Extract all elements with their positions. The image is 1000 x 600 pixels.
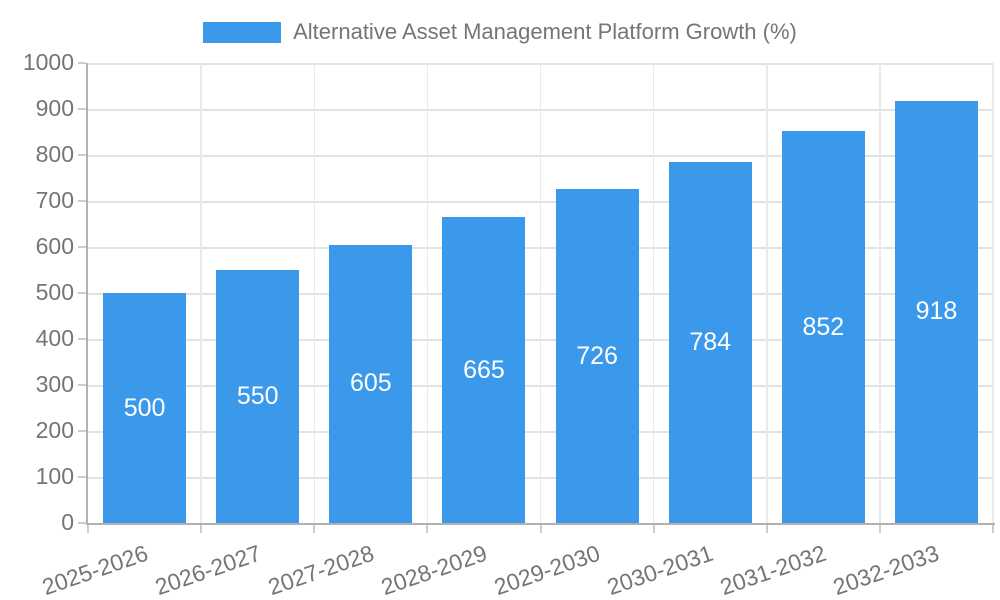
y-axis-tick <box>78 246 86 248</box>
x-gridline <box>200 63 202 523</box>
x-axis-label: 2030-2031 <box>603 539 717 600</box>
x-axis-tick <box>426 525 429 533</box>
x-axis-tick <box>539 525 542 533</box>
y-axis-label: 900 <box>35 94 74 121</box>
y-axis-tick <box>78 62 86 64</box>
x-axis-label: 2029-2030 <box>490 539 604 600</box>
y-axis-label: 500 <box>35 278 74 305</box>
y-axis-line <box>86 63 88 525</box>
y-axis-label: 200 <box>35 416 74 443</box>
x-axis-tick <box>652 525 655 533</box>
y-axis-label: 100 <box>35 462 74 489</box>
bar[interactable]: 665 <box>442 217 526 523</box>
x-axis-label: 2031-2032 <box>717 539 830 600</box>
x-axis-tick <box>992 525 994 533</box>
bar-value-label: 665 <box>463 355 505 384</box>
y-axis-tick <box>78 154 86 156</box>
x-gridline <box>313 63 315 523</box>
y-axis-label: 0 <box>61 508 74 535</box>
bar-value-label: 784 <box>689 328 732 357</box>
bar[interactable]: 918 <box>894 100 978 523</box>
y-axis-tick <box>78 430 86 432</box>
y-axis-label: 600 <box>35 232 74 259</box>
legend-swatch <box>203 21 282 43</box>
y-axis-tick <box>78 292 86 294</box>
bar-value-label: 726 <box>576 341 618 370</box>
x-axis-baseline <box>86 523 995 525</box>
y-axis-tick <box>78 200 86 202</box>
y-axis-tick <box>78 522 86 524</box>
bar-value-label: 605 <box>349 369 392 398</box>
x-gridline <box>992 63 994 523</box>
x-axis-label: 2025-2026 <box>38 539 151 600</box>
x-gridline <box>766 63 768 523</box>
bar[interactable]: 550 <box>216 270 300 523</box>
x-gridline <box>426 63 429 523</box>
y-axis-tick <box>78 338 86 340</box>
legend: Alternative Asset Management Platform Gr… <box>0 18 1000 46</box>
legend-label: Alternative Asset Management Platform Gr… <box>293 19 797 44</box>
bar-value-label: 918 <box>915 297 958 326</box>
bar[interactable]: 605 <box>329 244 413 523</box>
x-gridline <box>879 63 881 523</box>
x-axis-tick <box>878 525 881 533</box>
y-axis-tick <box>78 108 86 110</box>
y-axis-label: 1000 <box>22 48 74 75</box>
x-axis-label: 2028-2029 <box>377 539 491 600</box>
bar[interactable]: 784 <box>668 162 752 523</box>
x-gridline <box>539 63 542 523</box>
bar-value-label: 500 <box>123 393 166 422</box>
x-axis-tick <box>765 525 768 533</box>
x-axis-label: 2026-2027 <box>151 539 264 600</box>
y-axis-label: 400 <box>35 324 74 351</box>
x-axis-tick <box>200 525 203 533</box>
y-axis-label: 800 <box>35 140 74 167</box>
bar[interactable]: 726 <box>555 189 639 523</box>
x-axis-tick <box>313 525 316 533</box>
y-axis-tick <box>78 476 86 478</box>
y-axis-label: 700 <box>35 186 74 213</box>
bar[interactable]: 500 <box>103 293 187 523</box>
x-axis-tick <box>87 525 89 533</box>
y-axis-tick <box>78 384 86 386</box>
bar[interactable]: 852 <box>781 131 865 523</box>
bar-value-label: 550 <box>236 382 279 410</box>
bar-value-label: 852 <box>802 312 845 341</box>
x-axis-label: 2027-2028 <box>264 539 378 600</box>
x-axis-label: 2032-2033 <box>830 539 943 600</box>
x-gridline <box>652 63 655 523</box>
y-axis-label: 300 <box>35 370 74 397</box>
